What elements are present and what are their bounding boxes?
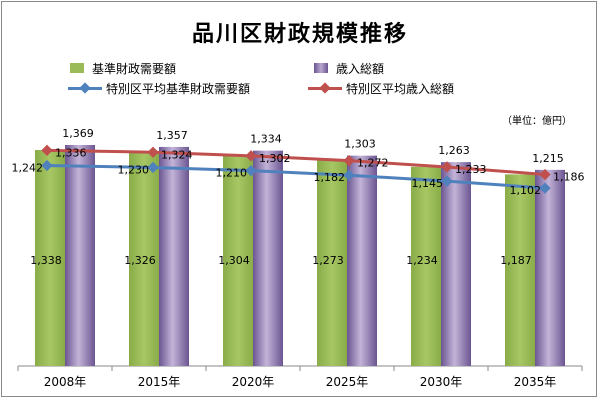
line-2-value-label-6: 1,186 — [553, 171, 585, 184]
bar-2-4 — [347, 155, 377, 366]
x-tick-label-3: 2020年 — [232, 375, 275, 389]
bar-1-value-label-1: 1,338 — [30, 254, 62, 267]
bar-2-value-label-5: 1,263 — [438, 144, 470, 157]
x-tick-label-4: 2025年 — [326, 375, 369, 389]
x-tick-label-6: 2035年 — [514, 375, 557, 389]
legend-label-line-2: 特別区平均歳入総額 — [346, 82, 455, 96]
line-2-point-6 — [539, 168, 551, 181]
line-1-point-2 — [147, 161, 159, 174]
legend-item-line-1: 特別区平均基準財政需要額 — [68, 80, 308, 96]
line-2-point-4 — [343, 155, 355, 167]
line-2-value-label-2: 1,324 — [161, 148, 193, 161]
legend-label-line-1: 特別区平均基準財政需要額 — [106, 82, 251, 96]
legend-item-bar-2: 歳入総額 — [314, 60, 514, 76]
line-2-value-label-1: 1,336 — [55, 146, 87, 159]
line-1-point-3 — [245, 165, 257, 177]
legend-label-bar-1: 基準財政需要額 — [92, 62, 177, 76]
chart-title: 品川区財政規模推移 — [191, 22, 408, 47]
legend-swatch-bar-1 — [70, 63, 84, 73]
bar-1-1 — [35, 150, 65, 366]
bar-2-value-label-6: 1,215 — [532, 152, 564, 165]
line-2-value-label-4: 1,272 — [357, 157, 389, 170]
bar-1-2 — [129, 151, 159, 366]
legend-item-line-2: 特別区平均歳入総額 — [308, 80, 528, 96]
line-1-point-4 — [343, 169, 355, 181]
bar-2-6 — [535, 169, 565, 366]
line-1-value-label-2: 1,230 — [118, 163, 150, 176]
bar-2-5 — [441, 162, 471, 366]
line-2 — [46, 148, 546, 177]
bar-1-6 — [505, 174, 535, 366]
bar-2-3 — [253, 150, 283, 366]
line-2-value-label-3: 1,302 — [259, 152, 291, 165]
bar-2-value-label-3: 1,334 — [250, 133, 282, 146]
line-1-point-1 — [41, 159, 53, 172]
bar-1-value-label-3: 1,304 — [218, 254, 250, 267]
bar-2-value-label-2: 1,357 — [156, 129, 188, 142]
x-tick-label-2: 2015年 — [138, 375, 181, 389]
line-1 — [46, 164, 546, 190]
line-2-point-3 — [245, 150, 257, 162]
line-1-value-label-4: 1,182 — [314, 171, 346, 184]
line-2-point-5 — [441, 161, 453, 173]
unit-label: （単位：億円） — [502, 116, 572, 127]
bar-1-value-label-6: 1,187 — [500, 254, 532, 267]
legend-swatch-bar-2 — [314, 63, 328, 73]
legend-item-bar-1: 基準財政需要額 — [70, 60, 290, 76]
bar-2-2 — [159, 146, 189, 366]
line-1-value-label-5: 1,145 — [412, 177, 444, 190]
line-1-value-label-6: 1,102 — [510, 184, 542, 197]
bar-2-value-label-4: 1,303 — [344, 138, 376, 151]
line-2-point-2 — [147, 146, 159, 158]
line-1-point-6 — [539, 182, 551, 194]
line-1-value-label-1: 1,242 — [12, 162, 44, 175]
x-tick-label-1: 2008年 — [44, 375, 87, 389]
legend-label-bar-2: 歳入総額 — [336, 62, 385, 76]
bar-2-1 — [65, 145, 95, 366]
line-2-value-label-5: 1,233 — [455, 163, 487, 176]
bar-1-value-label-2: 1,326 — [124, 254, 156, 267]
bar-2-value-label-1: 1,369 — [62, 127, 94, 140]
line-1-point-5 — [441, 175, 453, 187]
bar-1-5 — [411, 166, 441, 366]
x-tick-label-5: 2030年 — [420, 375, 463, 389]
bar-1-value-label-4: 1,273 — [312, 254, 344, 267]
bar-1-4 — [317, 160, 347, 366]
line-1-value-label-3: 1,210 — [216, 167, 248, 180]
bar-1-3 — [223, 155, 253, 366]
bar-1-value-label-5: 1,234 — [406, 254, 438, 267]
